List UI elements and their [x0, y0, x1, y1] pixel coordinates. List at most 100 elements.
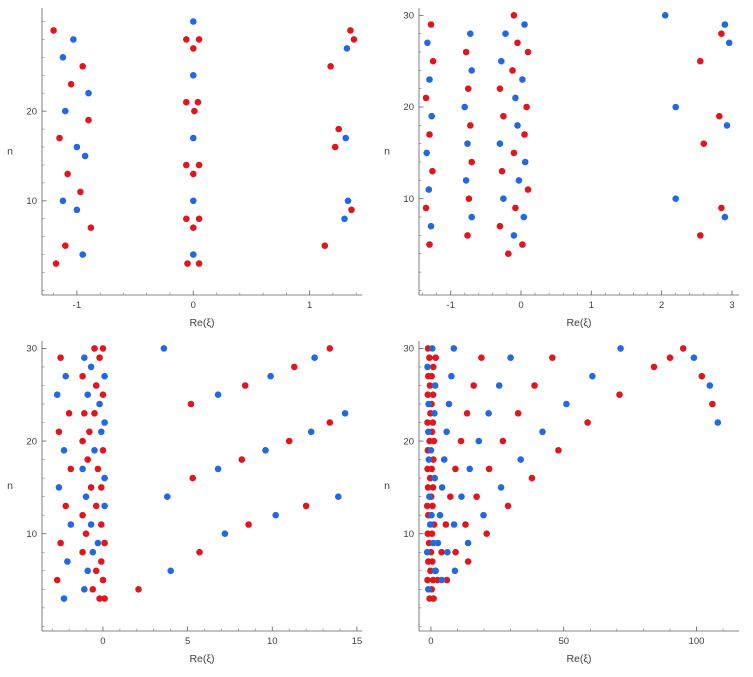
data-point-blue-roots	[661, 12, 669, 19]
data-point-red-roots	[183, 161, 190, 169]
data-point-red-roots	[64, 170, 71, 178]
data-point-blue-roots	[427, 222, 435, 230]
data-point-red-roots	[99, 576, 107, 584]
data-point-blue-roots	[89, 548, 97, 556]
y-tick-label: 10	[403, 529, 414, 540]
data-point-blue-roots	[101, 419, 108, 426]
data-point-blue-roots	[98, 428, 105, 436]
data-point-red-roots	[190, 45, 197, 52]
y-tick-label: 30	[403, 344, 414, 355]
data-point-blue-roots	[510, 232, 518, 239]
data-point-blue-roots	[444, 548, 451, 556]
data-point-red-roots	[499, 437, 507, 445]
data-point-red-roots	[184, 260, 191, 267]
data-point-red-roots	[485, 465, 493, 473]
data-point-blue-roots	[461, 103, 468, 111]
data-point-blue-roots	[448, 372, 455, 380]
data-point-blue-roots	[502, 30, 509, 37]
y-tick-label: 20	[26, 436, 37, 447]
data-point-red-roots	[98, 484, 105, 491]
data-point-blue-roots	[94, 539, 102, 547]
x-tick-label: 1	[589, 300, 594, 311]
data-point-blue-roots	[424, 363, 431, 371]
y-tick-label: 30	[403, 11, 414, 22]
data-point-blue-roots	[272, 511, 280, 519]
data-point-blue-roots	[507, 354, 514, 361]
data-point-red-roots	[519, 241, 526, 248]
data-point-blue-roots	[520, 213, 528, 221]
data-point-blue-roots	[423, 548, 431, 556]
data-point-red-roots	[99, 391, 107, 398]
data-point-red-roots	[187, 400, 195, 408]
data-point-blue-roots	[160, 345, 168, 352]
data-point-blue-roots	[60, 447, 68, 454]
data-point-blue-roots	[426, 493, 433, 500]
data-point-red-roots	[429, 57, 437, 65]
data-point-red-roots	[524, 186, 532, 193]
data-point-red-roots	[62, 242, 69, 249]
data-point-red-roots	[496, 222, 504, 230]
data-point-red-roots	[183, 36, 190, 43]
data-point-blue-roots	[450, 521, 458, 528]
data-point-red-roots	[96, 354, 103, 361]
panel-top-right: -1 0 1 2 3 10 20 30 Re(ξ) n	[377, 0, 753, 333]
data-point-red-roots	[424, 484, 432, 491]
data-point-blue-roots	[425, 400, 432, 408]
data-point-blue-roots	[426, 521, 434, 528]
data-point-blue-roots	[438, 576, 445, 584]
x-tick-label: 1	[307, 300, 312, 311]
data-point-red-roots	[67, 465, 75, 473]
data-point-blue-roots	[475, 437, 483, 445]
data-point-red-roots	[92, 567, 100, 575]
data-point-blue-roots	[690, 354, 698, 361]
data-point-red-roots	[98, 558, 105, 565]
y-tick-label: 10	[403, 194, 414, 205]
data-point-blue-roots	[428, 511, 435, 519]
data-point-red-roots	[191, 107, 198, 115]
data-point-red-roots	[331, 143, 339, 151]
data-point-blue-roots	[311, 354, 318, 361]
data-point-red-roots	[716, 112, 723, 120]
data-point-blue-roots	[101, 372, 108, 380]
data-point-red-roots	[326, 345, 334, 352]
x-axis-label: Re(ξ)	[189, 653, 214, 665]
data-point-red-roots	[509, 67, 516, 74]
data-point-blue-roots	[190, 18, 197, 25]
data-point-red-roots	[427, 21, 435, 28]
data-point-red-roots	[422, 204, 430, 212]
data-point-blue-roots	[81, 354, 88, 361]
data-point-blue-roots	[450, 345, 458, 352]
data-point-red-roots	[135, 586, 142, 593]
data-point-blue-roots	[485, 410, 492, 417]
data-point-blue-roots	[500, 195, 507, 202]
y-axis-label: n	[384, 480, 390, 492]
data-point-blue-roots	[451, 567, 459, 575]
data-point-blue-roots	[424, 39, 431, 47]
data-point-red-roots	[524, 48, 532, 56]
data-point-red-roots	[500, 112, 507, 120]
data-point-red-roots	[350, 36, 358, 43]
data-point-blue-roots	[307, 428, 315, 436]
y-tick-label: 30	[26, 344, 37, 355]
data-point-red-roots	[718, 204, 725, 212]
data-point-red-roots	[85, 116, 92, 124]
x-tick-label: 0	[191, 300, 196, 311]
data-point-red-roots	[428, 372, 435, 380]
data-point-red-roots	[443, 576, 451, 584]
data-point-red-roots	[285, 437, 293, 445]
data-point-red-roots	[510, 12, 518, 19]
data-point-red-roots	[99, 345, 107, 352]
x-tick-label: 0	[428, 636, 433, 647]
data-point-red-roots	[79, 548, 86, 556]
data-point-blue-roots	[521, 158, 529, 166]
data-point-blue-roots	[431, 474, 438, 482]
data-point-red-roots	[426, 382, 434, 389]
data-point-blue-roots	[62, 107, 69, 115]
data-point-blue-roots	[91, 447, 98, 454]
data-point-red-roots	[245, 521, 252, 528]
data-point-red-roots	[531, 382, 538, 389]
data-point-red-roots	[430, 595, 437, 602]
data-point-blue-roots	[497, 484, 505, 491]
data-point-red-roots	[92, 502, 100, 510]
data-point-red-roots	[452, 548, 459, 556]
